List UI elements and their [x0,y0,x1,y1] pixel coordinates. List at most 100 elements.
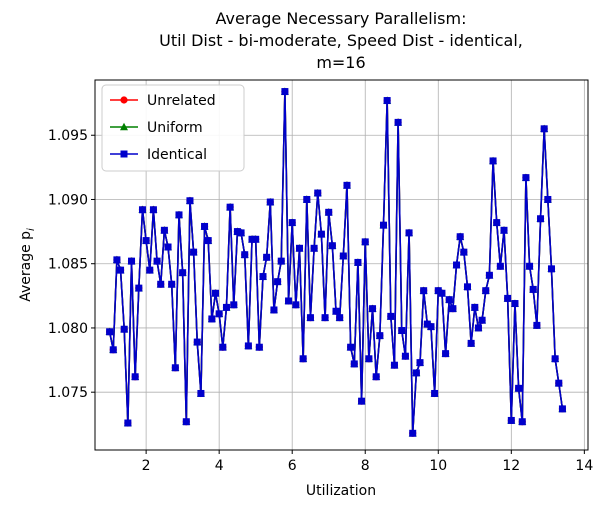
data-point-identical [540,125,548,133]
x-tick-label: 4 [215,458,224,474]
data-point-identical [292,301,300,309]
data-point-identical [248,235,256,243]
data-point-identical [460,248,468,256]
data-point-identical [496,262,504,270]
data-point-identical [529,285,537,293]
data-point-identical [376,332,384,340]
data-point-identical [463,283,471,291]
legend-marker [120,96,128,104]
data-point-identical [274,278,282,286]
data-point-identical [164,243,172,251]
data-point-identical [401,352,409,360]
data-point-identical [354,258,362,266]
data-point-identical [146,266,154,274]
data-point-identical [175,211,183,219]
y-axis-label-main: Average p [18,231,34,302]
data-point-identical [537,215,545,223]
data-point-identical [314,189,322,197]
data-point-identical [321,314,329,322]
data-point-identical [482,287,490,295]
data-point-identical [215,310,223,318]
data-point-identical [489,157,497,165]
legend-marker [120,150,128,158]
legend-label: Identical [147,147,207,163]
data-point-identical [420,287,428,295]
legend-label: Uniform [147,120,203,136]
data-point-identical [358,397,366,405]
data-point-identical [288,219,296,227]
data-point-identical [212,289,220,297]
data-point-identical [456,233,464,241]
data-point-identical [328,242,336,250]
data-point-identical [266,198,274,206]
x-tick-label: 6 [288,458,297,474]
data-point-identical [113,256,121,264]
data-point-identical [285,297,293,305]
data-point-identical [296,244,304,252]
data-point-identical [526,262,534,270]
data-point-identical [208,315,216,323]
data-point-identical [390,361,398,369]
data-point-identical [343,181,351,189]
data-point-identical [394,118,402,126]
data-point-identical [336,314,344,322]
y-tick-label: 1.085 [48,257,88,273]
data-point-identical [365,355,373,363]
legend-marker [120,122,128,131]
data-point-identical [361,238,369,246]
x-tick-label: 14 [575,458,593,474]
data-point-identical [233,228,241,236]
data-point-identical [369,305,377,313]
data-point-identical [142,237,150,245]
data-point-identical [138,206,146,214]
tick-layer: 2 4 6 8 10 12 14 1.075 1.080 1.085 1.090 1.095 [48,128,593,474]
data-point-identical [379,221,387,229]
data-point-identical [434,287,442,295]
data-point-identical [197,389,205,397]
data-point-identical [117,266,125,274]
data-point-identical [317,230,325,238]
data-point-identical [493,219,501,227]
data-point-identical [277,257,285,265]
data-point-identical [219,343,227,351]
data-point-identical [500,226,508,234]
data-point-identical [518,418,526,426]
data-point-identical [135,284,143,292]
data-point-identical [332,307,340,315]
data-point-identical [160,226,168,234]
x-tick-label: 2 [142,458,151,474]
x-axis-label: Utilization [306,483,376,499]
data-point-identical [306,314,314,322]
chart-title-line-3: m=16 [316,53,365,72]
y-tick-label: 1.095 [48,128,88,144]
data-point-identical [555,379,563,387]
data-point-identical [504,294,512,302]
data-point-identical [157,280,165,288]
data-point-identical [507,416,515,424]
y-axis-label-subscript: i [26,228,37,231]
data-point-identical [270,306,278,314]
data-point-identical [372,373,380,381]
data-point-identical [442,350,450,358]
data-point-identical [244,342,252,350]
data-point-identical [431,389,439,397]
data-point-identical [222,303,230,311]
data-point-identical [153,257,161,265]
data-point-identical [339,252,347,260]
data-point-identical [237,229,245,237]
data-point-identical [128,257,136,265]
data-point-identical [310,244,318,252]
data-point-identical [259,273,267,281]
data-point-identical [281,88,289,96]
data-point-identical [383,97,391,105]
x-tick-label: 8 [361,458,370,474]
data-point-identical [398,327,406,335]
data-point-identical [551,355,559,363]
data-point-identical [522,174,530,182]
data-point-identical [471,303,479,311]
legend: Unrelated Uniform Identical [101,84,245,172]
x-tick-label: 10 [429,458,447,474]
